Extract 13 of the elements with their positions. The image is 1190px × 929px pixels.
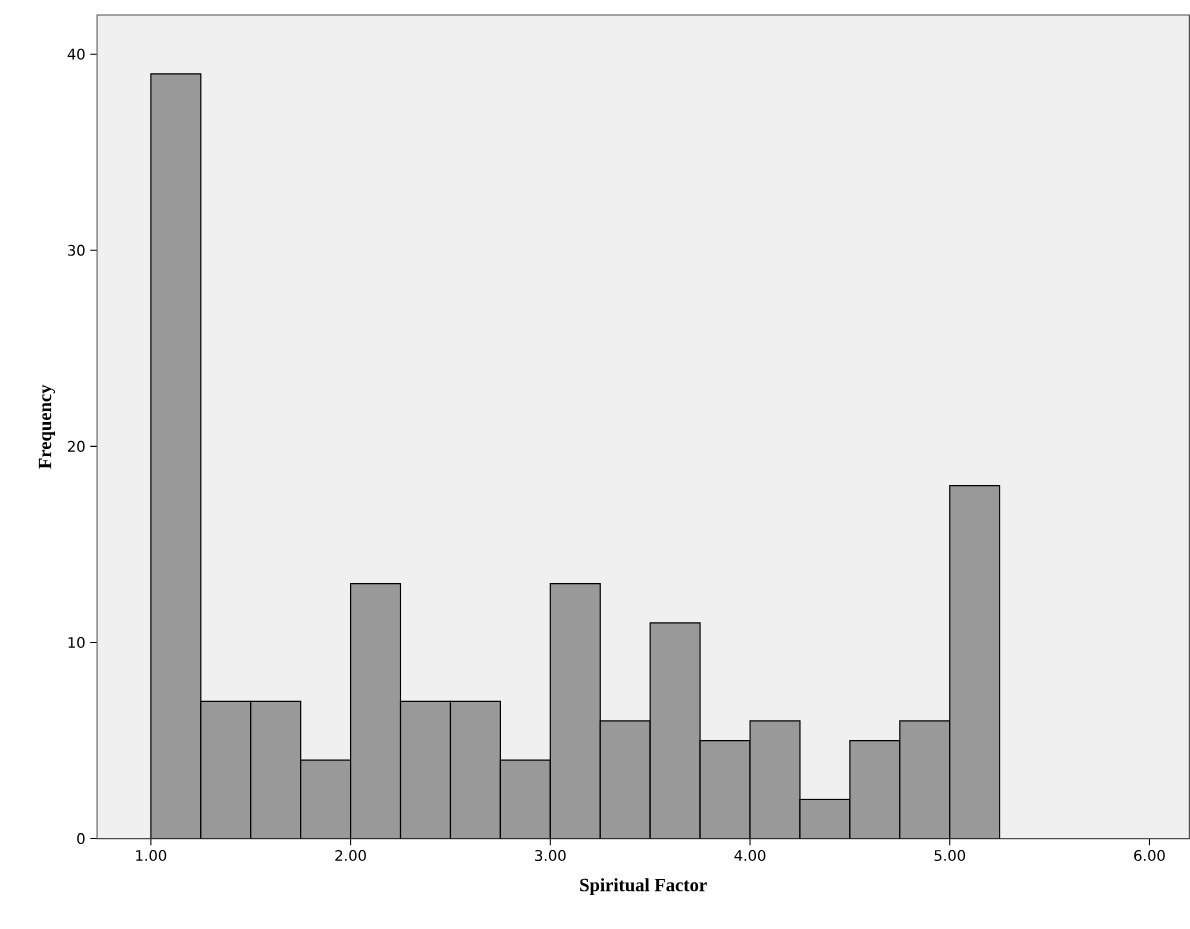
x-tick-label: 1.00 [136, 850, 167, 862]
x-tick-label: 2.00 [335, 850, 366, 862]
y-tick-label: 30 [68, 245, 85, 257]
x-tick-label: 4.00 [734, 850, 766, 862]
y-tick-label: 10 [68, 637, 85, 649]
y-tick-label: 20 [68, 441, 85, 453]
y-tick-label: 40 [67, 48, 85, 60]
y-axis-title: Frequency [38, 384, 56, 470]
x-tick-label: 3.00 [535, 850, 566, 862]
x-axis-title: Spiritual Factor [580, 878, 707, 896]
x-tick-label: 5.00 [934, 850, 966, 862]
x-tick-label: 6.00 [1134, 850, 1165, 862]
y-tick-label: 0 [77, 833, 85, 845]
